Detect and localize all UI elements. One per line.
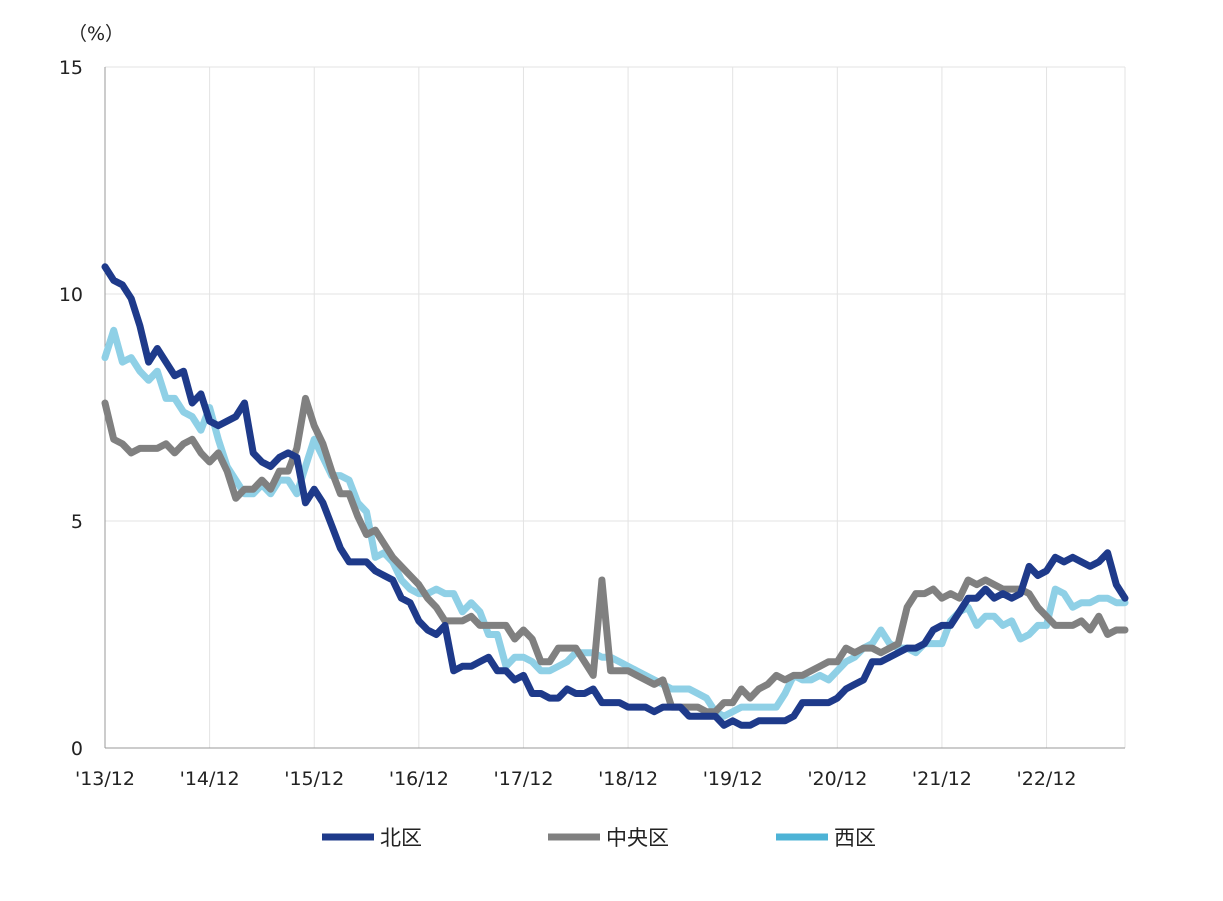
y-tick-label: 5 [71,511,83,533]
x-tick-label: '16/12 [389,768,449,790]
axes [104,67,1125,749]
legend-label: 中央区 [606,826,669,850]
x-tick-labels: '13/12 '14/12 '15/12 '16/12 '17/12 '18/12 '19/… [75,768,1077,790]
y-unit-label: （%） [68,23,124,45]
series-lines [101,263,1129,729]
series-line-1 [101,263,1129,729]
x-tick-label: '15/12 [284,768,344,790]
x-tick-label: '18/12 [598,768,658,790]
x-tick-label: '21/12 [912,768,972,790]
legend-label: 北区 [380,826,422,850]
series-line-3 [101,326,1129,720]
x-tick-label: '20/12 [807,768,867,790]
x-tick-label: '19/12 [703,768,763,790]
y-tick-label: 10 [59,284,83,306]
x-tick-label: '13/12 [75,768,135,790]
legend: 北区 中央区 西区 [322,826,876,850]
x-tick-label: '22/12 [1017,768,1077,790]
series-line-2 [101,394,1129,716]
y-tick-labels: 0 5 10 15 [59,57,83,760]
x-tick-label: '14/12 [180,768,240,790]
legend-label: 西区 [834,826,876,850]
y-tick-label: 0 [71,738,83,760]
gridlines [105,66,1126,748]
y-tick-label: 15 [59,57,83,79]
x-tick-label: '17/12 [493,768,553,790]
